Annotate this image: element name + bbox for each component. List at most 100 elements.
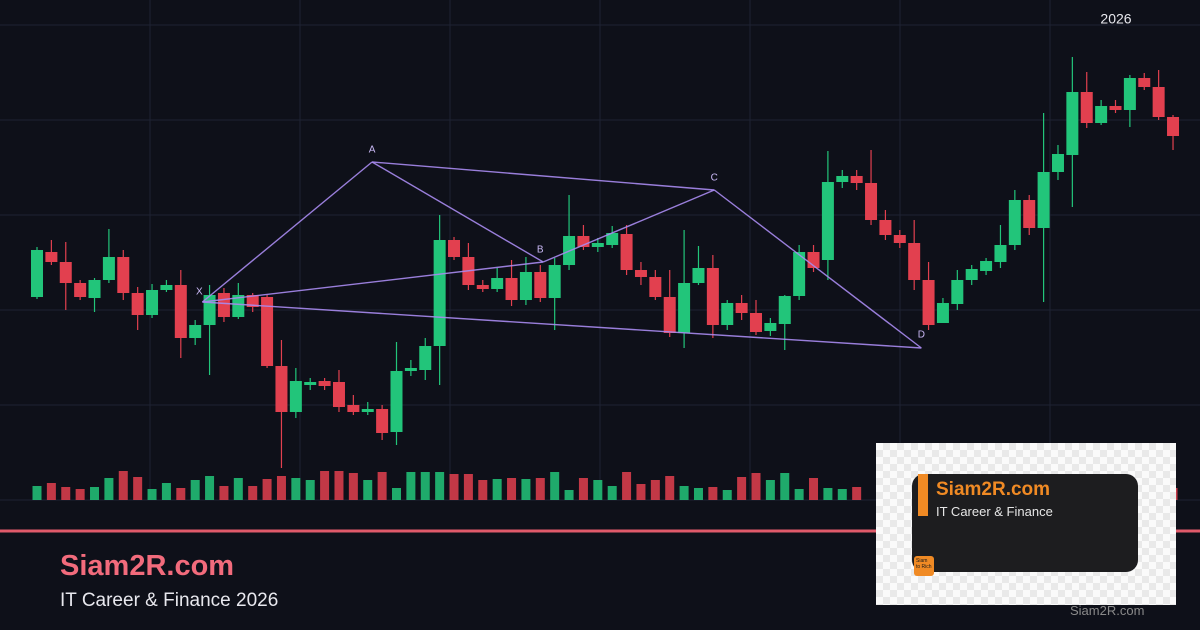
candle-body bbox=[692, 268, 705, 283]
candle-body bbox=[1167, 117, 1180, 136]
volume-bar bbox=[133, 477, 143, 500]
volume-bar bbox=[334, 471, 344, 500]
candle-body bbox=[793, 252, 806, 296]
candle-body bbox=[376, 409, 389, 433]
candle-body bbox=[663, 297, 676, 333]
candle-body bbox=[879, 220, 892, 235]
candle-body bbox=[678, 283, 691, 333]
volume-bar bbox=[550, 472, 560, 500]
badge: Siam2R.com IT Career & Finance Siam to R… bbox=[876, 443, 1176, 605]
volume-bar bbox=[564, 490, 574, 500]
candle-body bbox=[146, 290, 159, 315]
candle-body bbox=[160, 285, 173, 290]
candle-body bbox=[59, 262, 72, 283]
candle-body bbox=[189, 325, 202, 338]
candle-body bbox=[1051, 154, 1064, 172]
volume-bar bbox=[118, 471, 128, 500]
candle-body bbox=[404, 368, 417, 371]
pattern-line bbox=[371, 161, 715, 191]
candle-body bbox=[936, 303, 949, 323]
footer-title: Siam2R.com bbox=[60, 550, 235, 582]
candle-body bbox=[1152, 87, 1165, 117]
volume-bar bbox=[320, 471, 330, 500]
volume-bar bbox=[809, 478, 819, 500]
candle-body bbox=[419, 346, 432, 370]
pattern-line bbox=[713, 189, 922, 349]
candle-body bbox=[620, 234, 633, 270]
candle-body bbox=[735, 303, 748, 313]
volume-bar bbox=[665, 476, 675, 500]
volume-bar bbox=[650, 480, 660, 500]
badge-subtitle: IT Career & Finance bbox=[936, 504, 1053, 519]
candle-body bbox=[289, 381, 302, 412]
candle-body bbox=[491, 278, 504, 289]
candle-body bbox=[706, 268, 719, 325]
candle-body bbox=[836, 176, 849, 182]
candle-body bbox=[721, 303, 734, 325]
volume-bar bbox=[305, 480, 315, 500]
candle-body bbox=[232, 295, 245, 317]
candle-body bbox=[951, 280, 964, 304]
candle-body bbox=[750, 313, 762, 332]
candle-body bbox=[634, 270, 647, 277]
candle-body bbox=[577, 236, 590, 247]
candle-body bbox=[893, 235, 906, 243]
pattern-label: C bbox=[711, 173, 718, 184]
volume-bar bbox=[104, 478, 114, 500]
volume-bar bbox=[535, 478, 545, 500]
candle-body bbox=[45, 252, 58, 262]
candle-body bbox=[606, 233, 619, 245]
volume-bar bbox=[161, 483, 171, 500]
candle-body bbox=[361, 409, 374, 412]
badge-accent bbox=[918, 474, 928, 516]
volume-bar bbox=[219, 486, 229, 500]
badge-icon: Siam to Rich bbox=[914, 556, 934, 576]
candle-body bbox=[246, 295, 259, 307]
volume-bar bbox=[751, 473, 761, 500]
candle-body bbox=[390, 371, 403, 432]
pattern-line bbox=[542, 189, 715, 263]
candle-body bbox=[505, 278, 518, 300]
candle-body bbox=[117, 257, 130, 293]
candle-body bbox=[865, 183, 878, 220]
volume-bar bbox=[176, 488, 186, 500]
candle-body bbox=[1123, 78, 1136, 110]
volume-bar bbox=[392, 488, 401, 500]
volume-bar bbox=[75, 489, 85, 500]
volume-bar bbox=[276, 476, 286, 500]
pattern-line bbox=[202, 261, 544, 303]
volume-bar bbox=[463, 474, 473, 500]
volume-bar bbox=[737, 477, 747, 500]
candle-body bbox=[88, 280, 101, 298]
volume-bar bbox=[521, 479, 531, 500]
volume-bar bbox=[765, 480, 775, 500]
pattern-label: X bbox=[196, 287, 203, 298]
volume-bar bbox=[190, 480, 200, 500]
candle-body bbox=[534, 272, 547, 298]
volume-bar bbox=[507, 478, 517, 500]
candle-body bbox=[31, 250, 43, 297]
volume-bar bbox=[406, 472, 416, 500]
candle-body bbox=[1066, 92, 1079, 155]
volume-bar bbox=[348, 473, 358, 500]
volume-bar bbox=[794, 489, 804, 500]
candle-body bbox=[994, 245, 1007, 262]
candle-body bbox=[174, 285, 187, 338]
candle-body bbox=[74, 283, 87, 297]
volume-bar bbox=[578, 478, 588, 500]
volume-bar bbox=[636, 484, 646, 500]
volume-bar bbox=[46, 483, 56, 500]
candle-body bbox=[548, 265, 561, 298]
volume-bar bbox=[622, 472, 632, 500]
watermark: Siam2R.com bbox=[1070, 603, 1145, 618]
volume-bar bbox=[478, 480, 488, 500]
candle-body bbox=[275, 366, 288, 412]
badge-card bbox=[912, 474, 1138, 572]
volume-bar bbox=[708, 487, 718, 500]
candle-body bbox=[476, 285, 489, 289]
candle-body bbox=[347, 405, 360, 412]
pattern-label: D bbox=[918, 330, 925, 341]
candle-body bbox=[965, 269, 978, 280]
candle-body bbox=[908, 243, 921, 280]
candle-body bbox=[433, 240, 446, 346]
